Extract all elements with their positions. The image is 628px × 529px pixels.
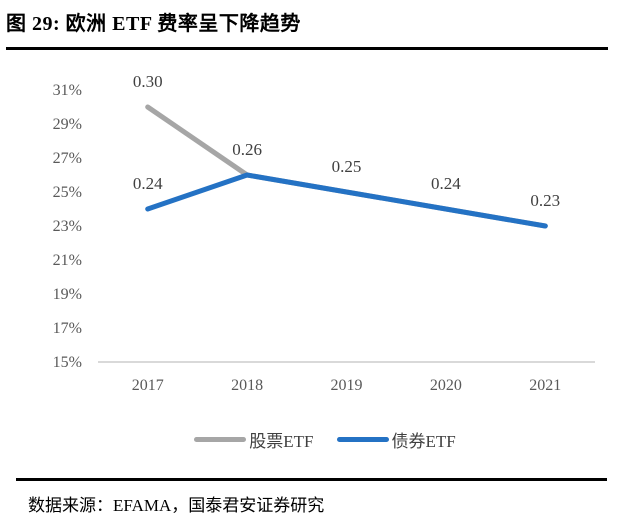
data-label: 0.25: [332, 157, 362, 176]
y-tick-label: 19%: [53, 286, 82, 303]
y-tick-label: 17%: [53, 320, 82, 337]
y-tick-label: 29%: [53, 116, 82, 133]
y-tick-label: 23%: [53, 218, 82, 235]
x-tick-label: 2018: [231, 377, 263, 394]
data-label: 0.24: [431, 174, 461, 193]
series-line-债券ETF: [145, 172, 548, 229]
x-tick-label: 2020: [430, 377, 462, 394]
y-tick-label: 15%: [53, 354, 82, 371]
x-tick-label: 2019: [331, 377, 363, 394]
y-tick-label: 27%: [53, 150, 82, 167]
legend-marker: [194, 437, 247, 442]
legend-item: 债券ETF: [336, 427, 456, 452]
data-label: 0.26: [232, 140, 262, 159]
legend-item: 股票ETF: [194, 427, 314, 452]
source-note: 数据来源：EFAMA，国泰君安证券研究: [28, 496, 325, 515]
data-label: 0.24: [133, 174, 163, 193]
data-label: 0.30: [133, 72, 163, 91]
footer-divider: [16, 478, 607, 481]
figure-title: 图 29: 欧洲 ETF 费率呈下降趋势: [6, 13, 301, 35]
y-tick-label: 21%: [53, 252, 82, 269]
x-tick-label: 2017: [132, 377, 164, 394]
title-divider: [6, 47, 608, 50]
y-tick-label: 31%: [53, 82, 82, 99]
legend-marker: [336, 437, 389, 442]
line-chart: 31% 29% 27% 25% 23% 21% 19% 17% 15% 2017 2018 2019 2…: [53, 72, 595, 394]
legend-label: 债券ETF: [391, 432, 456, 451]
legend-label: 股票ETF: [249, 432, 314, 451]
data-label: 0.23: [530, 191, 560, 210]
x-tick-label: 2021: [529, 377, 561, 394]
chart-legend: 股票ETF 债券ETF: [0, 427, 628, 452]
y-tick-label: 25%: [53, 184, 82, 201]
